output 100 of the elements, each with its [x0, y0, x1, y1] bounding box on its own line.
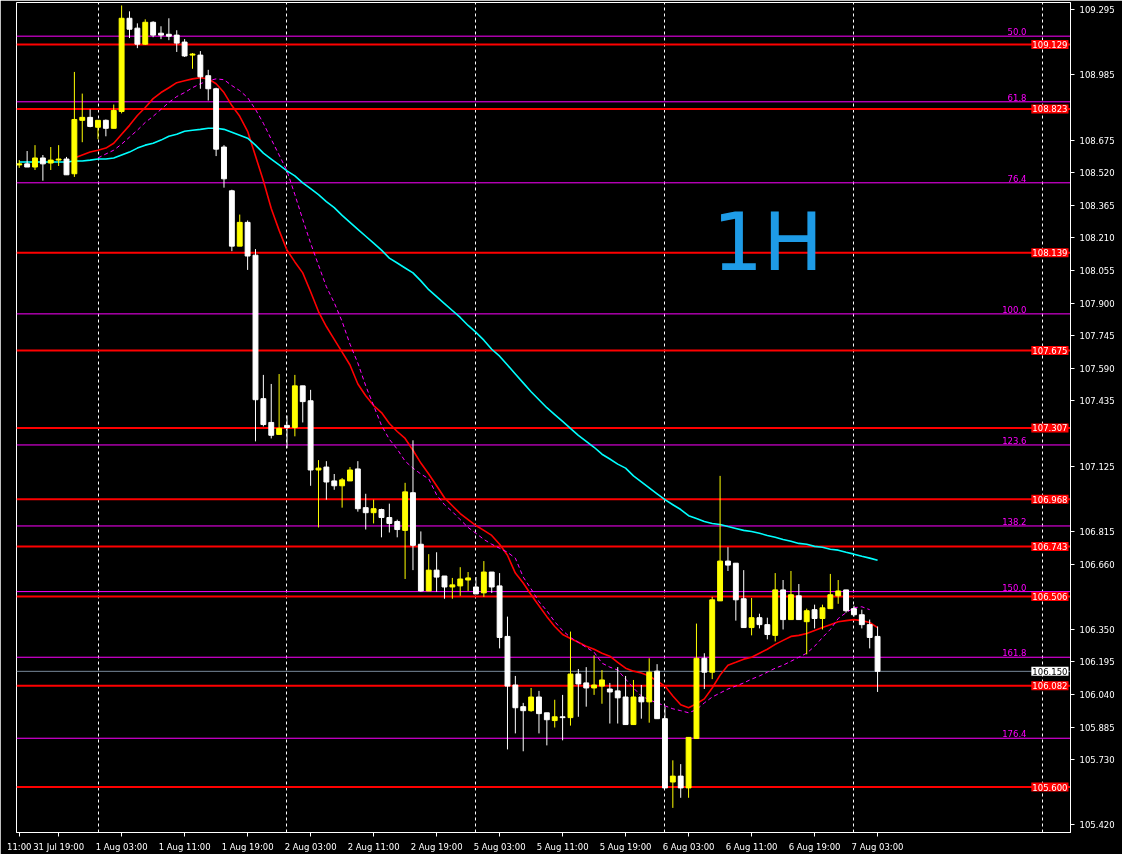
candlestick	[795, 583, 802, 621]
x-tick-label: 2 Aug 19:00	[410, 841, 463, 852]
candlestick	[543, 712, 550, 746]
ref-line-label: 106.743	[1032, 542, 1068, 553]
candlestick	[835, 579, 842, 605]
candlestick	[583, 666, 590, 708]
candlestick	[95, 119, 101, 140]
candlestick	[858, 609, 865, 629]
candlestick	[811, 604, 818, 629]
candlestick	[606, 682, 613, 725]
candlestick	[236, 214, 243, 247]
candlestick	[536, 690, 542, 734]
x-tick-label: 2 Aug 11:00	[347, 841, 400, 852]
candlestick	[47, 146, 54, 171]
x-tick-label: 5 Aug 11:00	[536, 841, 589, 852]
candlestick	[575, 668, 582, 718]
candlestick	[158, 25, 164, 40]
annotation: 123.6	[1002, 435, 1027, 446]
candlestick	[55, 144, 62, 167]
annotation: 150.0	[1002, 582, 1027, 593]
y-tick-label: 106.195	[1079, 657, 1115, 668]
candlestick	[323, 460, 330, 501]
x-tick-label: 5 Aug 03:00	[473, 841, 526, 852]
x-tick-label: 1 Aug 03:00	[95, 841, 148, 852]
candlestick	[102, 118, 109, 137]
x-tick-label: 31 Jul 19:00	[33, 841, 85, 852]
y-tick-label: 107.745	[1079, 331, 1115, 342]
candlestick	[480, 560, 487, 598]
x-tick-label: 1 Aug 19:00	[221, 841, 274, 852]
candlestick	[165, 17, 172, 41]
y-tick-label: 106.350	[1079, 624, 1115, 635]
annotation: 50.0	[1007, 27, 1027, 38]
candlestick	[299, 385, 306, 423]
candlestick	[24, 150, 31, 168]
candlestick	[110, 104, 117, 129]
candlestick	[591, 654, 598, 696]
y-tick-label: 107.900	[1079, 298, 1115, 309]
candlestick	[559, 694, 566, 741]
ref-line-label: 109.129	[1032, 40, 1068, 51]
x-tick-label: 6 Aug 19:00	[788, 841, 841, 852]
candlestick	[473, 576, 479, 595]
x-tick-label: 6 Aug 03:00	[662, 841, 715, 852]
ref-line-label: 106.968	[1032, 494, 1068, 505]
annotation: 76.4	[1007, 173, 1027, 184]
candlestick	[79, 93, 86, 143]
y-tick-label: 108.675	[1079, 135, 1115, 146]
y-tick-label: 108.365	[1079, 200, 1115, 211]
candlestick	[614, 666, 621, 725]
ref-line-label: 108.823	[1032, 104, 1068, 115]
ref-line-label: 106.150	[1032, 666, 1068, 677]
ref-line-label: 107.307	[1032, 423, 1068, 434]
candlestick	[339, 477, 346, 509]
candlestick	[32, 144, 38, 171]
candlestick	[284, 415, 290, 449]
candlestick	[520, 702, 527, 752]
line-series	[18, 127, 879, 562]
candlestick	[701, 652, 708, 690]
candlestick	[748, 597, 755, 636]
y-tick-label: 107.435	[1079, 396, 1115, 407]
candlestick	[425, 553, 432, 592]
candlestick	[465, 571, 472, 592]
ref-line-label: 106.506	[1032, 591, 1068, 602]
candlestick	[528, 687, 535, 713]
candlestick	[669, 759, 676, 809]
annotation: 176.4	[1002, 729, 1027, 740]
candlestick	[725, 546, 731, 572]
x-tick-label: 6 Aug 11:00	[725, 841, 778, 852]
candlestick	[173, 29, 180, 53]
y-tick-label: 108.210	[1079, 233, 1115, 244]
candlestick	[488, 571, 495, 594]
y-tick-label: 105.420	[1079, 820, 1115, 831]
ref-line-label: 108.139	[1032, 248, 1068, 259]
ref-line-label: 106.082	[1032, 681, 1068, 692]
annotation: 138.2	[1002, 516, 1027, 527]
candlestick	[142, 18, 149, 46]
candlestick	[843, 589, 850, 614]
candlestick	[197, 50, 204, 90]
ref-line-label: 107.675	[1032, 345, 1068, 356]
candlestick	[362, 493, 369, 531]
candlestick	[677, 763, 684, 799]
y-tick-label: 106.040	[1079, 689, 1115, 700]
x-tick-label: 11:00	[7, 841, 32, 852]
candlestick	[449, 577, 456, 600]
candlestick	[803, 608, 810, 655]
x-tick-label: 7 Aug 03:00	[851, 841, 904, 852]
candlestick	[551, 699, 558, 729]
candlestick	[39, 154, 46, 182]
annotation: 161.8	[1002, 648, 1027, 659]
candlestick	[268, 383, 275, 439]
x-tick-label: 5 Aug 19:00	[599, 841, 652, 852]
y-tick-label: 106.660	[1079, 559, 1115, 570]
x-tick-label: 1 Aug 11:00	[158, 841, 211, 852]
candlestick	[276, 373, 283, 435]
y-tick-label: 105.885	[1079, 722, 1115, 733]
candlestick	[315, 459, 322, 528]
y-tick-label: 108.985	[1079, 70, 1115, 81]
ref-line-label: 105.600	[1032, 782, 1068, 793]
annotation: 100.0	[1002, 304, 1027, 315]
candlestick	[638, 684, 645, 720]
candlestick	[205, 69, 212, 102]
